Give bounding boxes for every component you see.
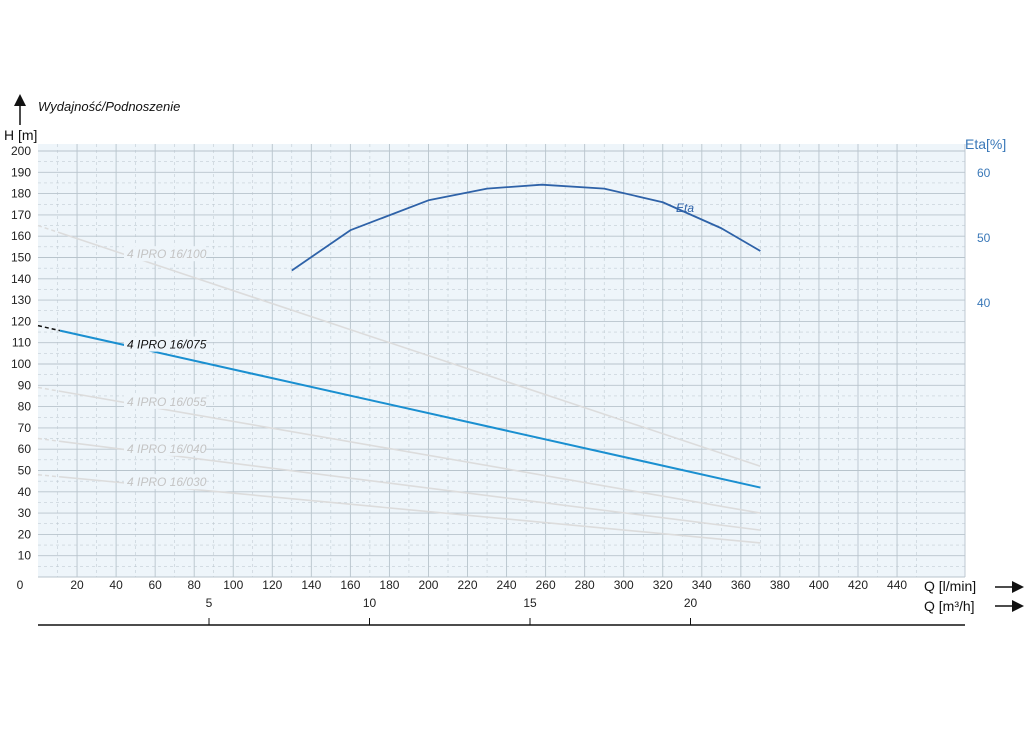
series-dashed-start <box>37 224 61 234</box>
x-tick-label: 60 <box>148 578 162 592</box>
x-tick-label: 120 <box>262 578 282 592</box>
series-label: 4 IPRO 16/030 <box>127 475 207 489</box>
series-dashed-start <box>37 474 61 478</box>
x-tick-label: 380 <box>770 578 790 592</box>
y-tick-label: 180 <box>11 187 31 201</box>
x-tick-label: 440 <box>887 578 907 592</box>
x2-tick-label: 5 <box>206 596 213 610</box>
series-layer: 4 IPRO 16/100 4 IPRO 16/075 4 IPRO 16/055 4… <box>37 183 761 544</box>
y-tick-labels: 10 20 30 40 50 60 70 80 90 100 110 120 130 140 150 160 1… <box>11 144 31 563</box>
y-tick-label: 190 <box>11 165 31 179</box>
series-line-eta <box>291 183 761 272</box>
x-tick-label: 280 <box>575 578 595 592</box>
x-tick-label: 180 <box>379 578 399 592</box>
x-tick-label: 300 <box>614 578 634 592</box>
x-tick-label: 20 <box>70 578 84 592</box>
y-tick-label: 30 <box>18 506 32 520</box>
series-dashed-start <box>37 386 61 392</box>
series-dashed-start <box>37 437 61 443</box>
y-right-tick-label: 50 <box>977 231 991 245</box>
x2-tick-label: 10 <box>363 596 377 610</box>
x-tick-label: 340 <box>692 578 712 592</box>
x2-tick-label: 15 <box>523 596 537 610</box>
series-label-bg <box>124 246 206 262</box>
y-tick-label: 140 <box>11 272 31 286</box>
y-tick-label: 110 <box>12 336 31 350</box>
chart-title: Wydajność/Podnoszenie <box>38 99 180 114</box>
series-label-bg <box>124 440 206 456</box>
x-tick-label: 260 <box>536 578 556 592</box>
y-tick-label: 100 <box>11 357 31 371</box>
x-tick-label: 0 <box>17 578 24 592</box>
y-tick-label: 20 <box>18 527 32 541</box>
y-tick-label: 60 <box>18 442 32 456</box>
y-tick-label: 50 <box>18 464 32 478</box>
y-tick-label: 40 <box>18 485 32 499</box>
y-tick-label: 10 <box>18 549 32 563</box>
y-tick-label: 70 <box>18 421 32 435</box>
x2-axis-label: Q [m³/h] <box>924 598 975 614</box>
x2-tick-label: 20 <box>684 596 698 610</box>
y-right-tick-label: 40 <box>977 296 991 310</box>
x-tick-label: 140 <box>301 578 321 592</box>
series-line <box>59 440 761 531</box>
series-label-bg <box>124 474 206 490</box>
series-label-bg <box>124 393 206 409</box>
series-label: 4 IPRO 16/075 <box>127 338 207 352</box>
series-line <box>59 329 761 489</box>
y-tick-label: 170 <box>11 208 31 222</box>
series-label-bg <box>124 336 206 352</box>
y-tick-label: 150 <box>11 251 31 265</box>
series-label: 4 IPRO 16/040 <box>127 442 207 456</box>
y-tick-label: 120 <box>11 314 31 328</box>
y-tick-label: 130 <box>11 293 31 307</box>
y-tick-label: 200 <box>11 144 31 158</box>
series-line <box>59 232 761 467</box>
x-tick-label: 360 <box>731 578 751 592</box>
y-right-tick-labels: 40 50 60 <box>977 166 991 310</box>
x-tick-label: 200 <box>418 578 438 592</box>
x-tick-label: 160 <box>340 578 360 592</box>
series-line <box>59 390 761 514</box>
series-label: 4 IPRO 16/055 <box>127 395 207 409</box>
plot-area <box>38 144 965 577</box>
series-label: 4 IPRO 16/100 <box>127 247 207 261</box>
x-tick-labels: 0 20 40 60 80 100 120 140 160 180 200 220 240 260 280 3… <box>17 578 908 592</box>
x-tick-label: 220 <box>458 578 478 592</box>
x-tick-label: 420 <box>848 578 868 592</box>
y-right-tick-label: 60 <box>977 166 991 180</box>
x-axis-label: Q [l/min] <box>924 578 976 594</box>
x-tick-label: 100 <box>223 578 243 592</box>
x-tick-label: 240 <box>497 578 517 592</box>
y-axis-right-label: Eta[%] <box>965 136 1006 152</box>
y-tick-label: 80 <box>18 400 32 414</box>
x-tick-label: 40 <box>109 578 123 592</box>
series-label-eta: Eta <box>676 201 694 215</box>
y-tick-label: 90 <box>18 378 32 392</box>
x2-tick-labels: 5 10 15 20 <box>206 596 698 625</box>
series-dashed-start <box>37 324 61 332</box>
y-axis-label: H [m] <box>4 127 37 143</box>
x-tick-label: 80 <box>188 578 202 592</box>
x-tick-label: 400 <box>809 578 829 592</box>
y-tick-label: 160 <box>11 229 31 243</box>
x-tick-label: 320 <box>653 578 673 592</box>
